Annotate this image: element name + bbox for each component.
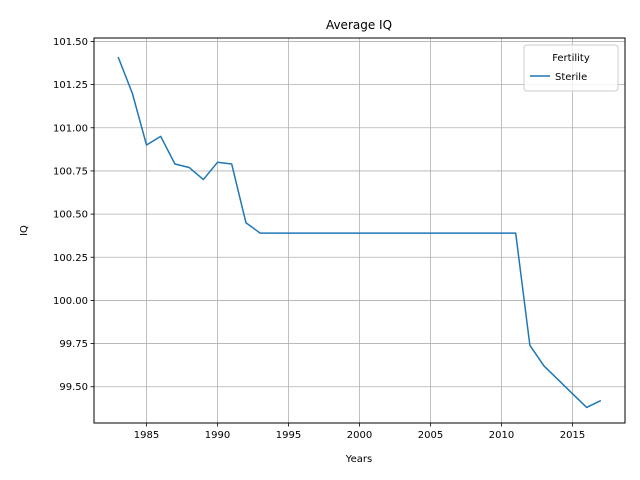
y-tick-label: 101.50 xyxy=(53,37,88,48)
y-tick-label: 99.75 xyxy=(59,339,88,350)
legend-entry-sterile: Sterile xyxy=(555,72,587,83)
x-tick-label: 2010 xyxy=(489,430,514,441)
y-tick-label: 101.25 xyxy=(53,80,88,91)
x-tick-label: 2000 xyxy=(347,430,372,441)
y-tick-label: 101.00 xyxy=(53,123,88,134)
x-tick-label: 2005 xyxy=(418,430,443,441)
series-line-sterile xyxy=(117,56,602,409)
grid xyxy=(94,38,625,423)
y-tick-label: 100.75 xyxy=(53,166,88,177)
y-tick-label: 100.00 xyxy=(53,296,88,307)
y-tick-label: 99.50 xyxy=(59,382,88,393)
y-tick-label: 100.25 xyxy=(53,253,88,264)
x-tick-label: 1995 xyxy=(276,430,301,441)
x-tick-label: 1990 xyxy=(205,430,230,441)
x-tick-label: 1985 xyxy=(134,430,159,441)
legend-title: Fertility xyxy=(552,53,590,64)
ticks: 1985 1990 1995 2000 2005 2010 2015 99.50 99.75 10… xyxy=(53,37,585,441)
legend: Fertility Sterile xyxy=(523,44,619,92)
legend-box xyxy=(523,44,619,92)
x-axis-label: Years xyxy=(345,454,372,465)
x-tick-label: 2015 xyxy=(560,430,585,441)
y-tick-label: 100.50 xyxy=(53,210,88,221)
series-layer xyxy=(117,56,602,409)
chart-title: Average IQ xyxy=(326,18,392,32)
y-axis-label: IQ xyxy=(19,225,30,236)
